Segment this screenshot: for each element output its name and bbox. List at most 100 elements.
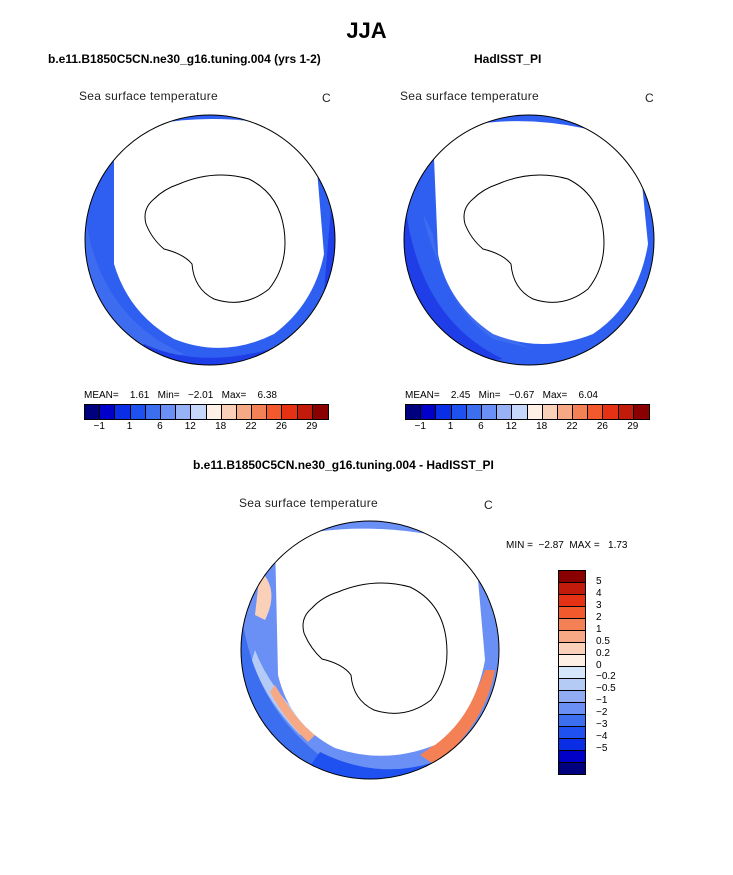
- difference-colorbar-swatch: [559, 583, 585, 595]
- obs-colorbar-swatch: [542, 405, 558, 419]
- obs-colorbar-tick-label: 22: [566, 421, 578, 432]
- model-max-label: Max=: [221, 390, 247, 401]
- model-variable-label: Sea surface temperature: [79, 89, 218, 103]
- difference-colorbar-label: 5: [596, 575, 602, 587]
- obs-colorbar-tick-label: 29: [627, 421, 639, 432]
- model-colorbar-swatch: [221, 405, 237, 419]
- obs-min-value: −0.67: [508, 390, 535, 401]
- model-colorbar-tick-label: 18: [215, 421, 227, 432]
- model-colorbar-swatch: [145, 405, 161, 419]
- model-stats: MEAN= 1.61 Min= −2.01 Max= 6.38: [84, 390, 277, 401]
- model-colorbar-tick-label: 26: [275, 421, 287, 432]
- obs-colorbar-swatch: [588, 405, 604, 419]
- difference-antarctica-outline: [302, 582, 448, 714]
- model-max-value: 6.38: [257, 390, 277, 401]
- model-mean-value: 1.61: [129, 390, 150, 401]
- obs-antarctica-outline: [463, 174, 605, 303]
- obs-colorbar-tick-label: 12: [505, 421, 517, 432]
- difference-variable-label: Sea surface temperature: [239, 496, 378, 510]
- model-colorbar-swatch: [282, 405, 298, 419]
- obs-colorbar-swatch: [406, 405, 422, 419]
- obs-max-value: 6.04: [578, 390, 598, 401]
- difference-colorbar-swatch: [559, 631, 585, 643]
- obs-mean-value: 2.45: [450, 390, 471, 401]
- model-colorbar-swatch: [100, 405, 116, 419]
- difference-colorbar-label: 3: [596, 599, 602, 611]
- difference-colorbar-swatch: [559, 679, 585, 691]
- difference-colorbar-label: −1: [596, 695, 608, 707]
- difference-colorbar-swatch: [559, 727, 585, 739]
- model-colorbar-tick-label: −1: [93, 421, 105, 432]
- difference-colorbar-swatch: [559, 595, 585, 607]
- model-colorbar-swatch: [206, 405, 222, 419]
- difference-min-label: MIN =: [506, 540, 533, 551]
- obs-colorbar-tick-label: 26: [596, 421, 608, 432]
- model-colorbar-swatch: [297, 405, 313, 419]
- difference-panel-title: b.e11.B1850C5CN.ne30_g16.tuning.004 - Ha…: [193, 458, 494, 472]
- obs-colorbar-swatch: [633, 405, 649, 419]
- difference-colorbar-swatch: [559, 691, 585, 703]
- obs-colorbar-swatch: [497, 405, 513, 419]
- obs-colorbar: [405, 404, 650, 420]
- obs-colorbar-swatch: [618, 405, 634, 419]
- obs-mean-label: MEAN=: [405, 390, 440, 401]
- model-colorbar-swatch: [191, 405, 207, 419]
- model-colorbar-ticks: −1 1 6 12 18 22 26 29: [84, 421, 327, 433]
- difference-colorbar-swatch: [559, 607, 585, 619]
- model-panel-title: b.e11.B1850C5CN.ne30_g16.tuning.004 (yrs…: [48, 52, 321, 66]
- difference-colorbar-swatch: [559, 571, 585, 583]
- obs-colorbar-swatch: [573, 405, 589, 419]
- model-min-label: Min=: [157, 390, 180, 401]
- difference-colorbar-label: 4: [596, 587, 602, 599]
- difference-colorbar-swatch: [559, 667, 585, 679]
- difference-colorbar-swatch: [559, 751, 585, 763]
- model-colorbar-swatch: [236, 405, 253, 419]
- model-colorbar-swatch: [115, 405, 131, 419]
- model-colorbar-swatch: [312, 405, 328, 419]
- difference-colorbar-swatch: [559, 703, 585, 715]
- difference-colorbar-label: −0.2: [596, 671, 616, 683]
- obs-min-label: Min=: [478, 390, 501, 401]
- obs-colorbar-swatch: [421, 405, 437, 419]
- difference-max-value: 1.73: [608, 540, 628, 551]
- season-title: JJA: [346, 18, 387, 43]
- model-colorbar-tick-label: 12: [184, 421, 196, 432]
- difference-min-value: −2.87: [538, 540, 564, 551]
- model-colorbar-tick-label: 22: [245, 421, 257, 432]
- difference-colorbar-label: 0: [596, 659, 602, 671]
- obs-units-label: C: [645, 91, 654, 105]
- model-colorbar-tick-label: 29: [306, 421, 318, 432]
- model-colorbar-tick-label: 1: [126, 421, 133, 432]
- obs-colorbar-swatch: [527, 405, 543, 419]
- difference-max-label: MAX =: [569, 540, 600, 551]
- difference-colorbar-label: −3: [596, 719, 608, 731]
- model-colorbar-swatch: [85, 405, 101, 419]
- obs-colorbar-tick-label: 6: [478, 421, 484, 432]
- difference-colorbar-swatch: [559, 655, 585, 667]
- obs-colorbar-tick-label: 18: [536, 421, 548, 432]
- difference-sst-map: [240, 520, 500, 780]
- model-colorbar-swatch: [160, 405, 177, 419]
- difference-units-label: C: [484, 498, 493, 512]
- difference-colorbar-swatch: [559, 715, 585, 727]
- difference-colorbar-label: −0.5: [596, 683, 616, 695]
- difference-colorbar-label: −5: [596, 743, 608, 755]
- model-colorbar-swatch: [252, 405, 268, 419]
- obs-colorbar-swatch: [512, 405, 528, 419]
- difference-colorbar: [558, 570, 586, 775]
- model-colorbar: [84, 404, 329, 420]
- obs-colorbar-swatch: [557, 405, 574, 419]
- difference-stats: MIN = −2.87 MAX = 1.73: [506, 540, 628, 551]
- difference-colorbar-label: 2: [596, 611, 602, 623]
- model-min-value: −2.01: [187, 390, 214, 401]
- difference-colorbar-label: −4: [596, 731, 608, 743]
- obs-colorbar-swatch: [481, 405, 498, 419]
- obs-colorbar-ticks: −1 1 6 12 18 22 26 29: [405, 421, 648, 433]
- model-colorbar-tick-label: 6: [157, 421, 163, 432]
- difference-colorbar-swatch: [559, 643, 585, 655]
- model-units-label: C: [322, 91, 331, 105]
- difference-colorbar-swatch: [559, 619, 585, 631]
- obs-colorbar-swatch: [603, 405, 619, 419]
- difference-colorbar-swatch: [559, 763, 585, 774]
- obs-stats: MEAN= 2.45 Min= −0.67 Max= 6.04: [405, 390, 598, 401]
